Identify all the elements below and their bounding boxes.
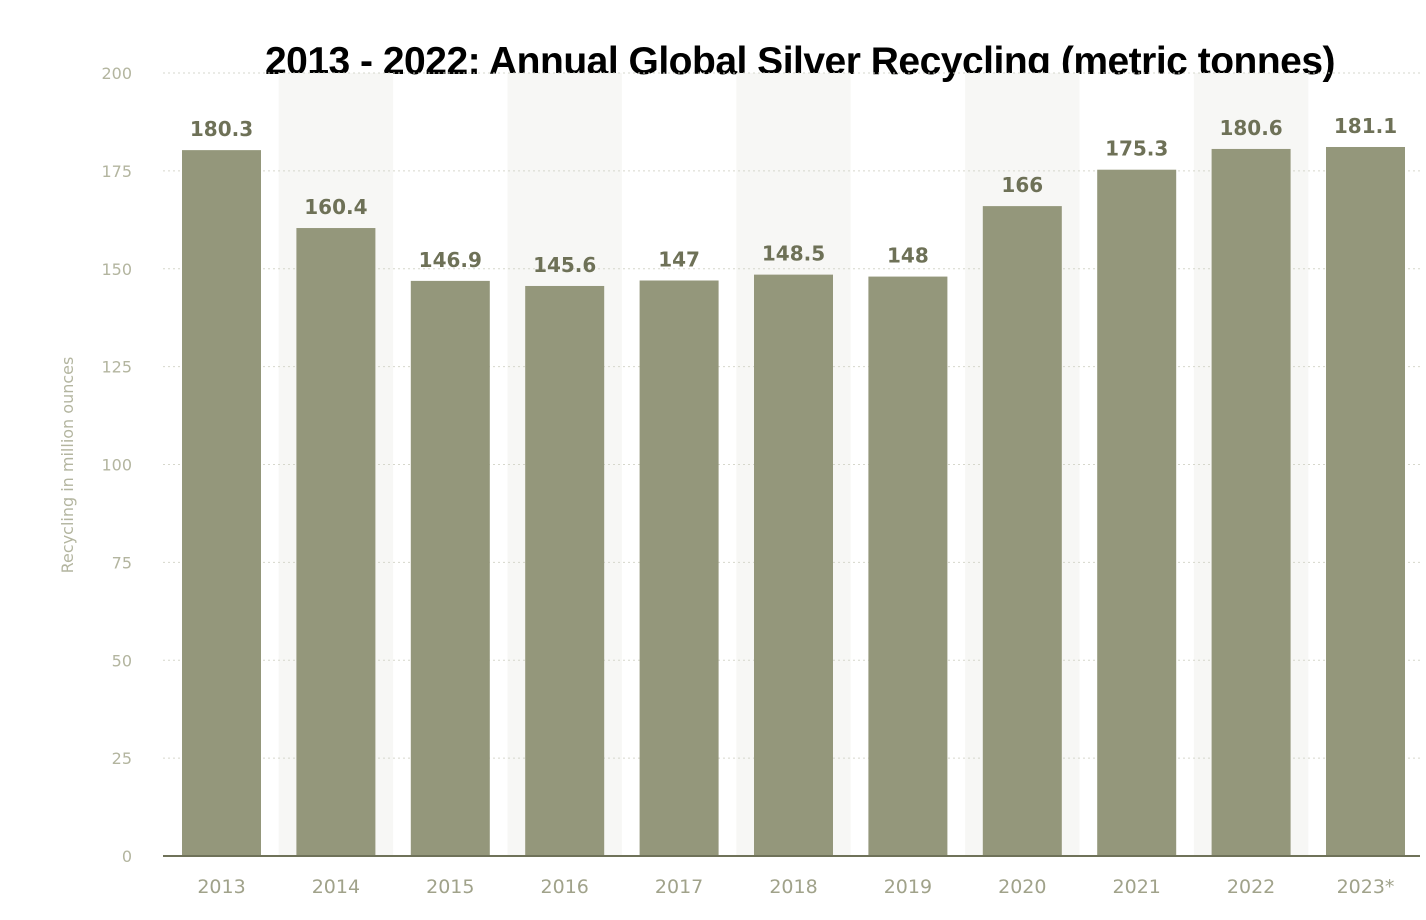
x-tick-label: 2014	[312, 876, 360, 898]
x-tick-label: 2021	[1113, 876, 1161, 898]
x-tick-label: 2013	[197, 876, 245, 898]
data-label: 181.1	[1334, 114, 1397, 138]
x-tick-label: 2019	[884, 876, 932, 898]
bar-2015	[410, 280, 490, 857]
bar-2020	[982, 206, 1062, 857]
bar-2018	[754, 274, 833, 856]
bar-2013	[182, 150, 261, 857]
y-axis-label: Recycling in million ounces	[58, 357, 77, 574]
data-label: 145.6	[533, 253, 596, 277]
bar-2023	[1326, 146, 1405, 856]
x-tick-label: 2020	[998, 876, 1046, 898]
x-tick-label: 2018	[769, 876, 817, 898]
y-tick-label: 200	[101, 64, 132, 83]
x-tick-label: 2017	[655, 876, 703, 898]
y-tick-label: 150	[101, 260, 132, 279]
data-label: 160.4	[304, 195, 367, 219]
y-tick-label: 125	[101, 358, 132, 377]
x-tick-label: 2015	[426, 876, 474, 898]
y-tick-label: 50	[112, 651, 132, 670]
bar-2022	[1211, 148, 1291, 857]
y-tick-label: 0	[122, 847, 132, 866]
data-label: 148.5	[762, 242, 825, 266]
bar-2021	[1097, 169, 1177, 856]
data-label: 175.3	[1105, 137, 1168, 161]
bar-2016	[525, 285, 605, 856]
bar-2019	[868, 276, 948, 857]
data-label: 148	[887, 244, 929, 268]
data-label: 147	[658, 247, 700, 271]
data-label: 146.9	[419, 248, 482, 272]
data-label: 166	[1001, 173, 1043, 197]
data-label: 180.3	[190, 117, 253, 141]
y-tick-label: 75	[112, 553, 132, 572]
x-tick-label: 2022	[1227, 876, 1275, 898]
data-label: 180.6	[1219, 116, 1282, 140]
y-tick-label: 25	[112, 749, 132, 768]
y-tick-label: 100	[101, 456, 132, 475]
x-tick-label: 2016	[541, 876, 589, 898]
bar-2014	[296, 228, 376, 856]
x-tick-label: 2023*	[1337, 876, 1395, 898]
bar-2017	[639, 280, 719, 856]
y-tick-label: 175	[101, 162, 132, 181]
